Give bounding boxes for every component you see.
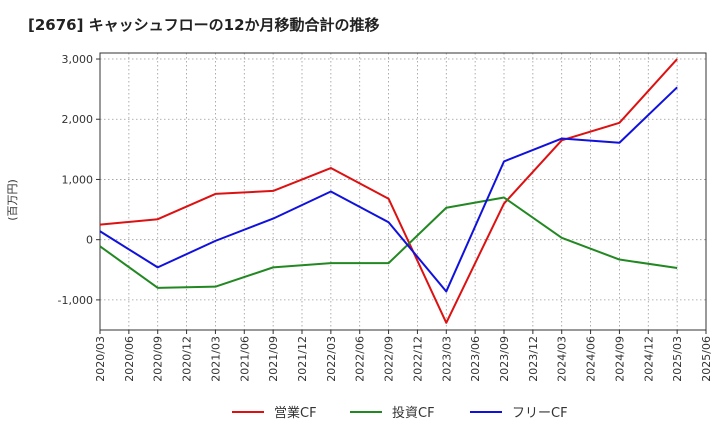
x-tick-label: 2022/12 xyxy=(411,336,424,382)
x-tick-label: 2022/09 xyxy=(383,336,396,382)
x-tick-label: 2020/03 xyxy=(94,336,107,382)
legend: 営業CF 投資CF フリーCF xyxy=(232,405,568,421)
y-tick-label: 0 xyxy=(86,234,93,247)
series-line-投資CF xyxy=(99,196,678,289)
x-tick-label: 2022/03 xyxy=(325,336,338,382)
x-tick-label: 2020/12 xyxy=(181,336,194,382)
x-tick-label: 2021/09 xyxy=(267,336,280,382)
x-tick-label: 2024/12 xyxy=(642,336,655,382)
legend-label: 投資CF xyxy=(392,405,435,421)
x-tick-label: 2021/12 xyxy=(296,336,309,382)
x-tick-label: 2021/03 xyxy=(209,336,222,382)
x-tick-label: 2024/09 xyxy=(613,336,626,382)
x-tick-label: 2025/03 xyxy=(671,336,684,382)
x-tick-label: 2023/03 xyxy=(440,336,453,382)
x-tick-label: 2023/12 xyxy=(527,336,540,382)
y-tick-label: 2,000 xyxy=(62,113,94,126)
x-tick-label: 2022/06 xyxy=(354,336,367,382)
x-tick-label: 2020/06 xyxy=(123,336,136,382)
x-tick-label: 2023/09 xyxy=(498,336,511,382)
chart-title: [2676] キャッシュフローの12か月移動合計の推移 xyxy=(28,16,380,34)
x-tick-label: 2021/06 xyxy=(238,336,251,382)
y-axis-label: (百万円) xyxy=(6,179,19,221)
x-tick-label: 2020/09 xyxy=(152,336,165,382)
plot-area xyxy=(99,52,707,331)
grid xyxy=(99,53,707,330)
x-tick-label: 2024/03 xyxy=(556,336,569,382)
y-axis: 3,000 2,000 1,000 0 -1,000 xyxy=(58,53,100,307)
y-tick-label: 3,000 xyxy=(62,53,94,66)
y-tick-label: 1,000 xyxy=(62,173,94,186)
legend-label: フリーCF xyxy=(512,406,568,421)
legend-label: 営業CF xyxy=(274,405,317,421)
x-tick-label: 2024/06 xyxy=(585,336,598,382)
x-axis: 2020/03 2020/06 2020/09 2020/12 2021/03 2021/… xyxy=(94,330,713,382)
series-lines xyxy=(99,58,678,324)
x-tick-label: 2025/06 xyxy=(700,336,713,382)
series-line-営業CF xyxy=(99,58,678,324)
series-line-フリーCF xyxy=(99,86,678,293)
y-tick-label: -1,000 xyxy=(58,294,93,307)
x-tick-label: 2023/06 xyxy=(469,336,482,382)
